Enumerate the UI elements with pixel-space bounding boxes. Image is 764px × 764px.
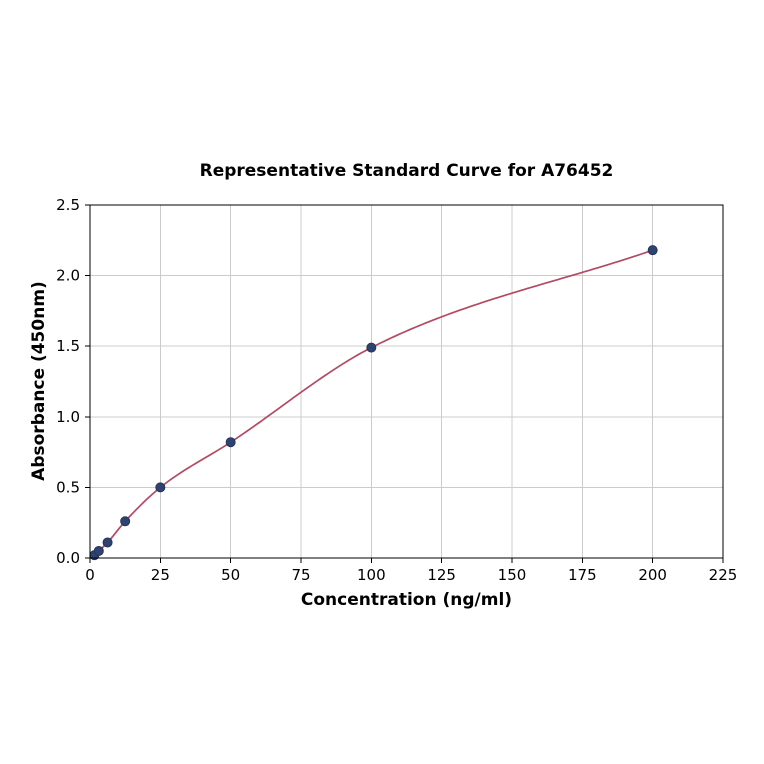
data-point — [93, 545, 104, 556]
y-tick-label: 1.5 — [56, 337, 80, 355]
plot-border — [89, 204, 724, 559]
data-point — [120, 516, 131, 527]
y-tick-label: 2.5 — [56, 196, 80, 214]
x-tick-label: 200 — [638, 566, 667, 584]
x-axis-label: Concentration (ng/ml) — [300, 590, 513, 610]
data-point — [102, 537, 113, 548]
y-tick-label: 2.0 — [56, 267, 80, 285]
data-point — [647, 245, 658, 256]
data-point — [225, 437, 236, 448]
x-tick-label: 125 — [427, 566, 456, 584]
x-tick-label: 225 — [709, 566, 738, 584]
x-tick-label: 75 — [291, 566, 310, 584]
x-tick-label: 0 — [85, 566, 95, 584]
y-tick-label: 0.5 — [56, 478, 80, 496]
chart-title: Representative Standard Curve for A76452 — [199, 161, 614, 181]
x-tick-label: 100 — [357, 566, 386, 584]
data-point — [366, 342, 377, 353]
x-tick-label: 150 — [498, 566, 527, 584]
y-tick-label: 0.0 — [56, 549, 80, 567]
x-tick-label: 25 — [151, 566, 170, 584]
x-tick-label: 175 — [568, 566, 597, 584]
x-tick-label: 50 — [221, 566, 240, 584]
y-axis-label: Absorbance (450nm) — [29, 281, 49, 481]
y-tick-label: 1.0 — [56, 408, 80, 426]
fitted-curve — [93, 249, 653, 556]
data-point — [155, 482, 166, 493]
